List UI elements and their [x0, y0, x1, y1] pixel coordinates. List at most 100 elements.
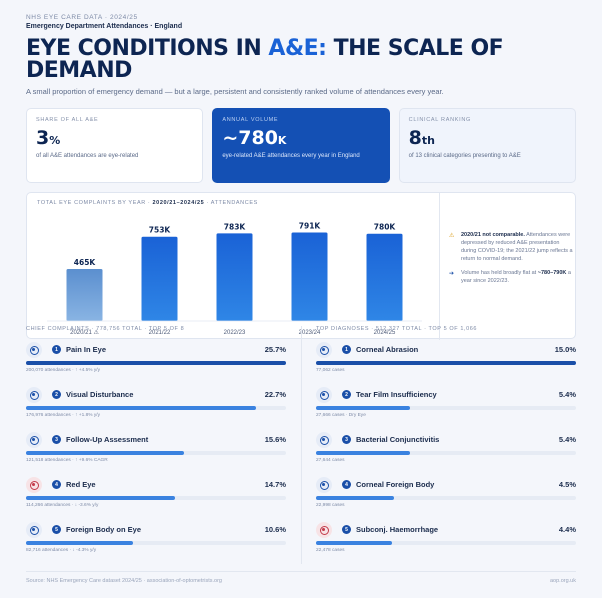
bar-0 [66, 268, 103, 321]
title-accent: A&E: [268, 36, 327, 61]
rank-badge: 3 [342, 435, 351, 444]
rank-badge: 2 [342, 390, 351, 399]
bar-3 [291, 232, 328, 321]
item-percent: 4.5% [558, 480, 576, 489]
column-divider [301, 326, 302, 564]
kpi-unit: % [49, 134, 61, 147]
tick-label-0: 2020/21 ⚠ [70, 329, 99, 336]
share-bar-fill [316, 541, 393, 545]
diagnoses-heading: TOP DIAGNOSES · 512,327 TOTAL · TOP 5 OF… [316, 326, 478, 332]
item-label: Foreign Body on Eye [66, 525, 142, 534]
item-meta: 82,716 attendances · ↓ -4.3% y/y [26, 548, 97, 553]
list-item: 1 Corneal Abrasion 15.0% 77,062 cases [316, 342, 576, 387]
rank-badge: 4 [342, 480, 351, 489]
item-percent: 5.4% [558, 435, 576, 444]
item-percent: 5.4% [558, 390, 576, 399]
share-bar-track [316, 451, 576, 455]
list-item: 2 Tear Film Insufficiency 5.4% 27,666 cases… [316, 387, 576, 432]
chief-complaints: CHIEF COMPLAINTS · 778,756 TOTAL · TOP 5… [26, 326, 286, 567]
chart-heading: TOTAL EYE COMPLAINTS BY YEAR · 2020/21–2… [37, 200, 258, 206]
rank-badge: 5 [342, 525, 351, 534]
note-trend: ➔ Volume has held broadly flat at ~780–7… [449, 270, 575, 286]
tick-label-2: 2022/23 [224, 330, 246, 336]
footer-site[interactable]: aop.org.uk [550, 578, 576, 584]
rank-badge: 5 [52, 525, 61, 534]
share-bar-fill [26, 361, 286, 365]
item-meta: 77,062 cases [316, 368, 345, 373]
rank-badge: 1 [342, 345, 351, 354]
bar-chart: 465K 2020/21 ⚠ 753K 2021/22 783K 2022/23 791K 2… [47, 221, 422, 336]
item-meta: 114,266 attendances · ↓ -3.6% y/y [26, 503, 99, 508]
eye-icon [26, 387, 42, 403]
page-subtitle: A small proportion of emergency demand —… [26, 87, 444, 96]
complaints-heading: CHIEF COMPLAINTS · 778,756 TOTAL · TOP 5… [26, 326, 185, 332]
footer-source: Source: NHS Emergency Care dataset 2024/… [26, 578, 222, 584]
rank-badge: 4 [52, 480, 61, 489]
bar-4 [366, 233, 403, 321]
title-part-1: EYE CONDITIONS IN [26, 36, 269, 61]
share-bar-fill [26, 541, 134, 545]
kpi-desc: of all A&E attendances are eye-related [36, 153, 139, 159]
ranked-lists: CHIEF COMPLAINTS · 778,756 TOTAL · TOP 5… [26, 326, 576, 567]
share-bar-fill [26, 406, 256, 410]
share-bar-track [316, 406, 576, 410]
kpi-label: SHARE OF ALL A&E [36, 117, 99, 123]
data-label-2: 783K [224, 222, 247, 231]
kpi-share: SHARE OF ALL A&E 3% of all A&E attendanc… [26, 108, 204, 183]
item-percent: 15.6% [264, 435, 286, 444]
share-bar-track [316, 496, 576, 500]
data-label-0: 465K [74, 258, 97, 267]
share-bar-track [26, 541, 286, 545]
eye-icon [26, 477, 42, 493]
kpi-value: ~780K [222, 129, 379, 148]
item-percent: 4.4% [558, 525, 576, 534]
share-bar-track [26, 451, 286, 455]
item-label: Corneal Abrasion [356, 345, 419, 354]
top-diagnoses: TOP DIAGNOSES · 512,327 TOTAL · TOP 5 OF… [316, 326, 576, 567]
share-bar-fill [316, 406, 410, 410]
share-bar-fill [316, 361, 576, 365]
eye-icon [316, 432, 332, 448]
footer: Source: NHS Emergency Care dataset 2024/… [26, 571, 576, 584]
tick-label-3: 2023/24 [299, 330, 321, 336]
eye-icon [316, 522, 332, 538]
kpi-unit: th [421, 134, 435, 147]
item-meta: 121,518 attendances · ↑ +9.6% CAGR [26, 458, 108, 463]
list-item: 4 Corneal Foreign Body 4.5% 22,998 cases [316, 477, 576, 522]
item-percent: 22.7% [264, 390, 286, 399]
item-meta: 176,976 attendances · ↑ +1.8% y/y [26, 413, 101, 418]
kpi-ranking: CLINICAL RANKING 8th of 13 clinical cate… [398, 108, 576, 183]
data-label-1: 753K [149, 226, 172, 235]
page-title: EYE CONDITIONS IN A&E: THE SCALE OF DEMA… [26, 38, 576, 82]
note-text: Volume has held broadly flat at ~780–790… [461, 269, 571, 284]
item-label: Tear Film Insufficiency [356, 390, 437, 399]
title-part-2: THE SCALE OF DEMAND [26, 36, 504, 83]
bar-2 [216, 233, 253, 321]
eye-icon [316, 477, 332, 493]
eyebrow: NHS EYE CARE DATA · 2024/25 [26, 14, 138, 21]
kpi-number: ~780 [222, 127, 278, 149]
share-bar-track [26, 361, 286, 365]
tick-label-4: 2024/25 [374, 330, 396, 336]
item-label: Pain In Eye [66, 345, 107, 354]
share-bar-track [26, 406, 286, 410]
kpi-volume: ANNUAL VOLUME ~780K eye-related A&E atte… [212, 108, 390, 183]
note-covid: ⚠ 2020/21 not comparable. Attendances we… [449, 232, 575, 264]
item-percent: 10.6% [264, 525, 286, 534]
kpi-unit: K [277, 134, 287, 147]
data-label-3: 791K [299, 221, 322, 230]
item-label: Red Eye [66, 480, 96, 489]
kpi-number: 3 [36, 127, 50, 149]
item-percent: 15.0% [554, 345, 576, 354]
rank-badge: 1 [52, 345, 61, 354]
item-label: Corneal Foreign Body [356, 480, 435, 489]
note-text: 2020/21 not comparable. Attendances were… [461, 232, 573, 262]
kpi-label: ANNUAL VOLUME [222, 117, 279, 123]
item-meta: 200,070 attendances · ↑ +4.5% y/y [26, 368, 101, 373]
share-bar-track [26, 496, 286, 500]
kpi-label: CLINICAL RANKING [408, 117, 471, 123]
kpi-number: 8 [408, 127, 422, 149]
item-meta: 22,998 cases [316, 503, 345, 508]
list-item: 5 Foreign Body on Eye 10.6% 82,716 attendan… [26, 522, 286, 567]
list-item: 4 Red Eye 14.7% 114,266 attendances · ↓ -3.… [26, 477, 286, 522]
